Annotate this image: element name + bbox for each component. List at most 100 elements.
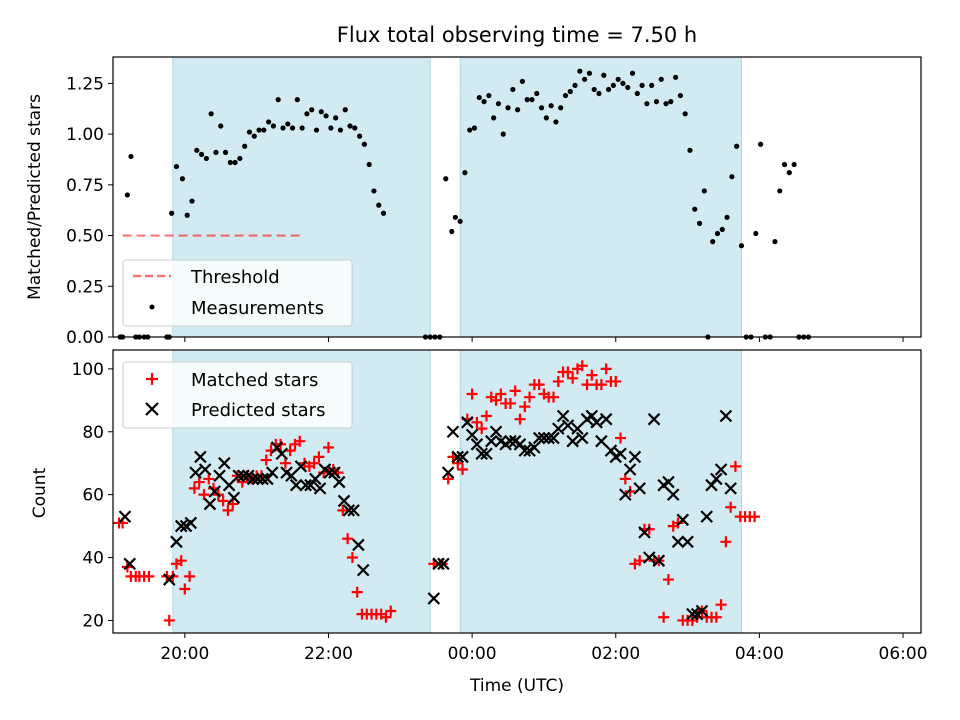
predicted-point bbox=[213, 469, 226, 483]
measurement-point bbox=[591, 86, 597, 93]
matched-point bbox=[471, 416, 483, 428]
x-tick-label: 02:00 bbox=[591, 644, 640, 664]
measurement-point bbox=[356, 133, 363, 139]
measurement-point bbox=[309, 107, 315, 113]
predicted-point bbox=[566, 434, 579, 448]
matched-point bbox=[514, 413, 526, 425]
y-tick-label: 1.25 bbox=[66, 74, 104, 94]
predicted-point bbox=[700, 510, 714, 523]
predicted-point bbox=[332, 475, 346, 489]
matched-point bbox=[385, 605, 397, 617]
y-tick-label: 80 bbox=[82, 423, 104, 443]
predicted-point bbox=[275, 447, 289, 461]
legend-threshold-label: Threshold bbox=[190, 267, 280, 288]
matched-point bbox=[198, 489, 210, 501]
predicted-point bbox=[451, 450, 465, 464]
predicted-point bbox=[246, 472, 260, 486]
matched-point bbox=[672, 517, 684, 529]
top-y-axis-label: Matched/Predicted stars bbox=[25, 94, 45, 300]
measurement-point bbox=[251, 133, 257, 139]
predicted-point bbox=[475, 447, 488, 461]
predicted-point bbox=[123, 557, 137, 571]
matched-point bbox=[710, 611, 722, 623]
x-tick-label: 22:00 bbox=[304, 644, 353, 664]
y-tick-label: 100 bbox=[72, 360, 104, 380]
measurement-point bbox=[198, 151, 205, 157]
matched-point bbox=[576, 360, 588, 372]
measurement-point bbox=[577, 68, 583, 74]
measurement-point bbox=[194, 147, 200, 153]
matched-point bbox=[188, 482, 200, 494]
chart-title: Flux total observing time = 7.50 h bbox=[337, 23, 697, 47]
bottom-axes-frame bbox=[112, 349, 922, 634]
measurement-point bbox=[124, 192, 130, 198]
measurement-point bbox=[791, 161, 797, 168]
matched-point bbox=[715, 599, 727, 611]
measurement-point bbox=[757, 141, 764, 147]
matched-point bbox=[495, 388, 507, 400]
measurement-point bbox=[601, 72, 607, 78]
measurement-point bbox=[471, 125, 478, 131]
measurement-point bbox=[486, 92, 492, 99]
measurement-point bbox=[313, 127, 320, 133]
measurement-point bbox=[227, 159, 233, 166]
matched-point bbox=[279, 457, 291, 469]
measurement-point bbox=[495, 101, 502, 107]
bottom-panel: 20 40 60 80 100 20:00 22:00 00:00 02:00 04:00 06:0… bbox=[30, 349, 928, 696]
measurement-point bbox=[476, 94, 482, 101]
y-tick-label: 20 bbox=[82, 611, 104, 631]
matched-point bbox=[567, 372, 579, 384]
matched-point bbox=[562, 366, 574, 378]
predicted-point bbox=[595, 434, 608, 448]
bottom-legend-box bbox=[122, 361, 353, 429]
measurement-point bbox=[376, 202, 382, 208]
predicted-point bbox=[623, 463, 637, 476]
measurement-point bbox=[692, 206, 698, 212]
measurement-point bbox=[701, 188, 707, 194]
predicted-point bbox=[719, 409, 733, 423]
y-tick-label: 40 bbox=[82, 549, 104, 569]
measurement-point bbox=[318, 109, 324, 115]
predicted-point bbox=[294, 460, 308, 473]
measurement-point bbox=[538, 105, 545, 111]
measurement-point bbox=[634, 90, 640, 97]
measurement-point bbox=[184, 212, 190, 218]
x-tick-label: 06:00 bbox=[879, 644, 928, 664]
measurement-point bbox=[673, 74, 679, 80]
measurement-point bbox=[380, 210, 387, 216]
predicted-point bbox=[198, 463, 212, 476]
measurement-point bbox=[333, 115, 339, 121]
measurement-point bbox=[304, 111, 310, 117]
measurement-point bbox=[371, 188, 377, 194]
predicted-point bbox=[203, 497, 217, 511]
matched-point bbox=[610, 375, 622, 387]
matched-point bbox=[634, 555, 646, 567]
predicted-point bbox=[638, 526, 651, 539]
predicted-point bbox=[352, 538, 365, 552]
top-ticks-layer: 0.00 0.25 0.50 0.75 1.00 1.25 bbox=[66, 74, 904, 348]
predicted-point bbox=[686, 607, 699, 621]
measurement-point bbox=[256, 127, 262, 133]
measurement-point bbox=[786, 170, 792, 176]
predicted-point bbox=[671, 535, 685, 549]
matched-point bbox=[595, 379, 607, 391]
predicted-point bbox=[470, 438, 484, 451]
measurement-point bbox=[208, 111, 214, 117]
shaded-window bbox=[459, 56, 742, 338]
matched-point bbox=[203, 473, 215, 485]
measurement-point bbox=[347, 123, 353, 129]
y-tick-label: 0.00 bbox=[66, 328, 104, 348]
predicted-point bbox=[251, 472, 265, 486]
matched-point bbox=[476, 423, 488, 435]
measurement-point bbox=[719, 226, 725, 233]
predicted-point bbox=[528, 441, 541, 454]
predicted-point bbox=[189, 466, 202, 479]
predicted-point bbox=[710, 472, 723, 486]
measurement-point bbox=[724, 214, 730, 220]
predicted-point bbox=[461, 416, 474, 429]
predicted-point bbox=[285, 469, 298, 483]
matched-point bbox=[380, 611, 392, 623]
matched-point bbox=[720, 536, 732, 548]
measurement-point bbox=[772, 239, 778, 245]
measurement-point bbox=[285, 121, 291, 127]
